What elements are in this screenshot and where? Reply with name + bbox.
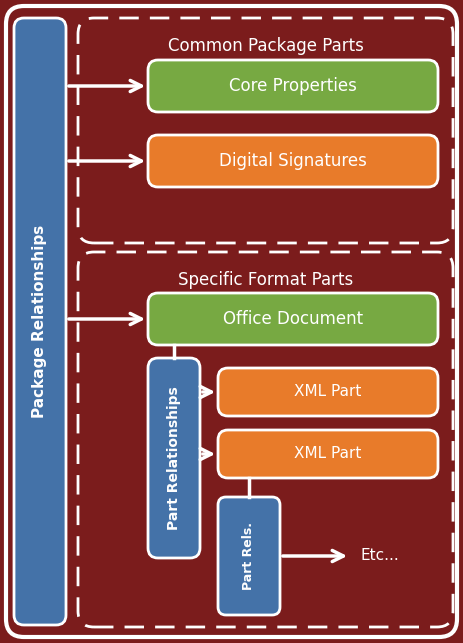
FancyBboxPatch shape [148, 135, 438, 187]
FancyBboxPatch shape [78, 18, 453, 243]
Text: Common Package Parts: Common Package Parts [168, 37, 363, 55]
Text: Package Relationships: Package Relationships [32, 225, 48, 418]
FancyBboxPatch shape [6, 6, 457, 637]
FancyBboxPatch shape [78, 252, 453, 627]
Text: Etc...: Etc... [361, 548, 400, 563]
Text: Part Relationships: Part Relationships [167, 386, 181, 530]
Text: XML Part: XML Part [294, 446, 362, 462]
FancyBboxPatch shape [218, 368, 438, 416]
FancyBboxPatch shape [218, 430, 438, 478]
Text: Digital Signatures: Digital Signatures [219, 152, 367, 170]
FancyBboxPatch shape [14, 18, 66, 625]
Text: Core Properties: Core Properties [229, 77, 357, 95]
Text: Specific Format Parts: Specific Format Parts [178, 271, 353, 289]
Text: Office Document: Office Document [223, 310, 363, 328]
Text: XML Part: XML Part [294, 385, 362, 399]
Text: Part Rels.: Part Rels. [243, 522, 256, 590]
FancyBboxPatch shape [218, 497, 280, 615]
FancyBboxPatch shape [148, 358, 200, 558]
FancyBboxPatch shape [148, 293, 438, 345]
FancyBboxPatch shape [148, 60, 438, 112]
